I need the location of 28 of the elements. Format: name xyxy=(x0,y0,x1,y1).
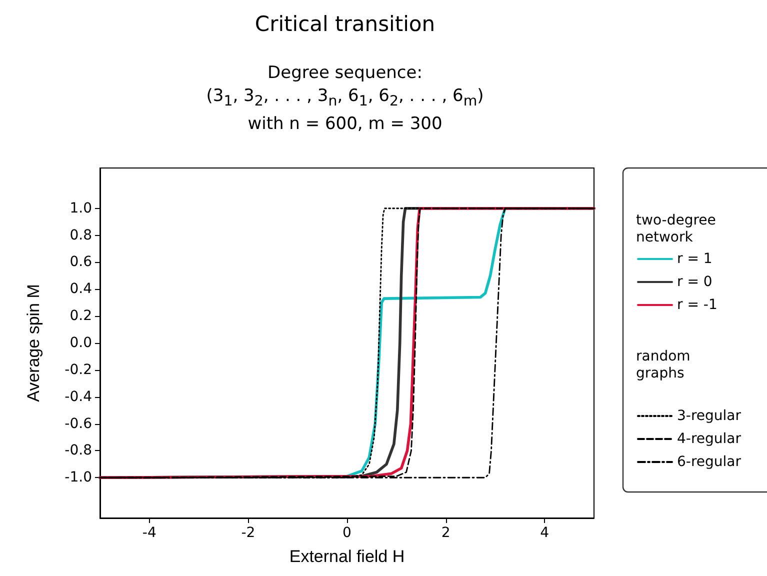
y-tick-label: -0.6 xyxy=(64,416,92,432)
y-tick-label: -0.8 xyxy=(64,442,92,459)
chart-title: Critical transition xyxy=(254,12,436,36)
y-tick-label: -1.0 xyxy=(64,470,92,486)
y-tick-label: -0.2 xyxy=(64,362,92,378)
legend-title: two-degree network xyxy=(636,212,720,246)
legend-label: 6-regular xyxy=(677,454,742,470)
y-axis-title: Average spin M xyxy=(24,284,43,402)
x-tick-label: -2 xyxy=(241,525,256,541)
y-tick-label: 0.2 xyxy=(70,308,92,324)
legend-label: r = -1 xyxy=(677,297,718,313)
y-tick-label: 0.0 xyxy=(70,335,92,351)
x-tick-label: 4 xyxy=(540,525,550,541)
x-tick-label: 2 xyxy=(441,525,450,541)
text: Degree sequence: (3$_{1}$, 3$_{2}$, . . . , 3$_{n}$, 6$_{1}$, 6$_{2}$, . . . , 6$_{m}$) with n = 600, m = 300 xyxy=(206,63,484,134)
x-tick-label: 0 xyxy=(342,525,352,541)
x-axis-title: External field H xyxy=(289,547,405,566)
y-tick-label: 0.8 xyxy=(70,227,92,244)
text: random graphs xyxy=(636,348,695,382)
y-tick-label: 0.6 xyxy=(70,254,92,270)
y-tick-label: 0.4 xyxy=(70,281,92,298)
legend-label: 4-regular xyxy=(677,431,742,447)
y-tick-label: 1.0 xyxy=(70,200,92,216)
y-tick-label: -0.4 xyxy=(64,388,92,405)
x-tick-label: -4 xyxy=(142,525,156,541)
legend-label: r = 1 xyxy=(677,251,712,267)
legend-label: r = 0 xyxy=(677,274,712,290)
legend-label: 3-regular xyxy=(677,408,742,424)
